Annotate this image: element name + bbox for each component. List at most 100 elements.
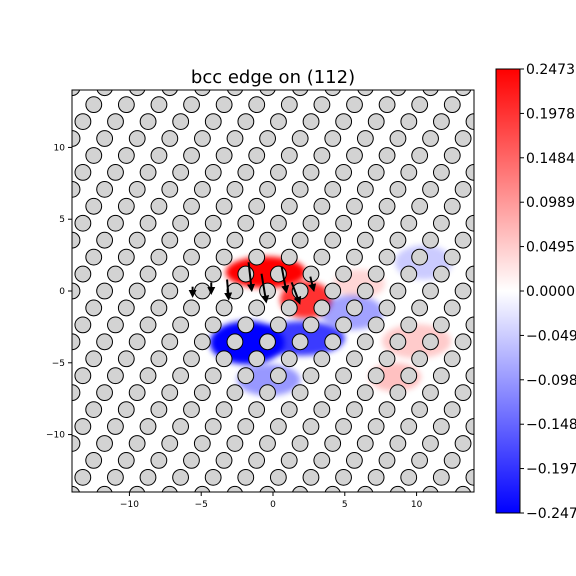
atom-309 xyxy=(215,147,233,164)
atom-311 xyxy=(280,147,298,164)
atom-257 xyxy=(432,214,450,232)
atom-94 xyxy=(313,401,331,418)
atom-168 xyxy=(400,316,418,334)
atom-74 xyxy=(139,418,157,435)
atom-114 xyxy=(42,368,58,384)
y-tick-label-1: −5 xyxy=(52,359,65,369)
atom-389 xyxy=(434,63,450,79)
atom-83 xyxy=(432,418,450,435)
atom-297 xyxy=(302,164,320,181)
atom-323 xyxy=(194,130,211,147)
atom-205 xyxy=(172,265,190,283)
atom-201 xyxy=(42,266,58,282)
atom-255 xyxy=(367,214,385,232)
atom-15 xyxy=(96,485,113,492)
atom-247 xyxy=(107,214,124,232)
atom-97 xyxy=(411,401,429,418)
atom-148 xyxy=(226,333,244,351)
atom-135 xyxy=(248,350,266,368)
atom-161 xyxy=(172,316,190,334)
atom-102 xyxy=(128,384,146,402)
atom-324 xyxy=(226,130,244,147)
atom-132 xyxy=(150,350,168,368)
atom-130 xyxy=(85,350,103,368)
atom-144 xyxy=(96,333,113,351)
atom-380 xyxy=(140,63,156,79)
atom-320 xyxy=(96,130,114,147)
atom-164 xyxy=(270,316,287,334)
atom-193 xyxy=(259,282,276,300)
atom-203 xyxy=(107,265,124,283)
displacement-arrow-0 xyxy=(247,262,255,293)
atom-lattice xyxy=(32,63,493,519)
colorbar-tick-label-2: 0.1484 xyxy=(526,151,575,167)
atom-47 xyxy=(183,452,200,469)
atom-188 xyxy=(96,282,113,300)
atom-241 xyxy=(389,231,407,249)
atom-150 xyxy=(291,333,309,351)
atom-137 xyxy=(313,350,331,368)
x-tick-label-1: −5 xyxy=(195,500,208,510)
atom-274 xyxy=(32,181,48,197)
atom-39 xyxy=(400,468,418,486)
atom-187 xyxy=(72,282,81,300)
atom-266 xyxy=(248,197,266,215)
atom-56 xyxy=(477,453,493,469)
atom-37 xyxy=(335,468,352,486)
atom-342 xyxy=(335,113,353,130)
atom-285 xyxy=(389,180,407,198)
atom-390 xyxy=(466,63,482,79)
atom-350 xyxy=(117,96,135,114)
atom-100 xyxy=(72,384,81,402)
atom-0 xyxy=(53,503,69,519)
atom-141 xyxy=(443,350,461,368)
x-tick-label-2: 0 xyxy=(270,500,276,510)
atom-308 xyxy=(183,147,200,164)
atom-88 xyxy=(117,401,135,418)
atom-57 xyxy=(72,435,81,452)
atom-99 xyxy=(477,402,493,418)
atom-221 xyxy=(215,248,233,266)
atom-50 xyxy=(280,452,298,469)
atom-13 xyxy=(477,503,493,519)
atom-377 xyxy=(42,63,58,79)
atom-341 xyxy=(302,113,320,130)
atom-35 xyxy=(269,468,287,486)
atom-267 xyxy=(280,197,298,215)
atom-327 xyxy=(324,130,342,147)
atom-107 xyxy=(291,384,309,402)
atom-265 xyxy=(215,197,233,215)
atom-91 xyxy=(215,401,233,418)
atom-77 xyxy=(237,418,255,435)
atom-333 xyxy=(42,114,58,130)
atom-246 xyxy=(74,214,92,232)
atom-45 xyxy=(117,452,135,469)
atom-136 xyxy=(280,350,298,368)
atom-317 xyxy=(477,148,493,164)
atom-280 xyxy=(226,180,244,198)
atom-212 xyxy=(400,265,418,283)
atom-355 xyxy=(280,96,298,114)
displacement-arrow-2 xyxy=(280,266,290,294)
y-tick-label-2: 0 xyxy=(59,287,65,297)
atom-291 xyxy=(107,164,124,181)
atom-154 xyxy=(422,333,439,351)
colorbar-tick-label-6: −0.0495 xyxy=(526,328,576,344)
atom-133 xyxy=(183,350,200,368)
atom-240 xyxy=(356,231,374,249)
atom-225 xyxy=(346,248,363,266)
y-tick-label-4: 10 xyxy=(54,143,66,153)
atom-33 xyxy=(204,468,222,486)
atom-278 xyxy=(161,180,179,198)
atom-216 xyxy=(53,249,69,265)
chart-title: bcc edge on (112) xyxy=(191,67,355,88)
atom-245 xyxy=(42,215,58,231)
atom-179 xyxy=(280,299,298,317)
atom-190 xyxy=(161,282,179,300)
atom-233 xyxy=(128,231,146,249)
atom-300 xyxy=(400,164,418,181)
displacement-arrow-1 xyxy=(260,273,270,304)
atom-312 xyxy=(313,147,331,164)
atom-53 xyxy=(378,452,396,469)
atom-159 xyxy=(107,316,124,334)
